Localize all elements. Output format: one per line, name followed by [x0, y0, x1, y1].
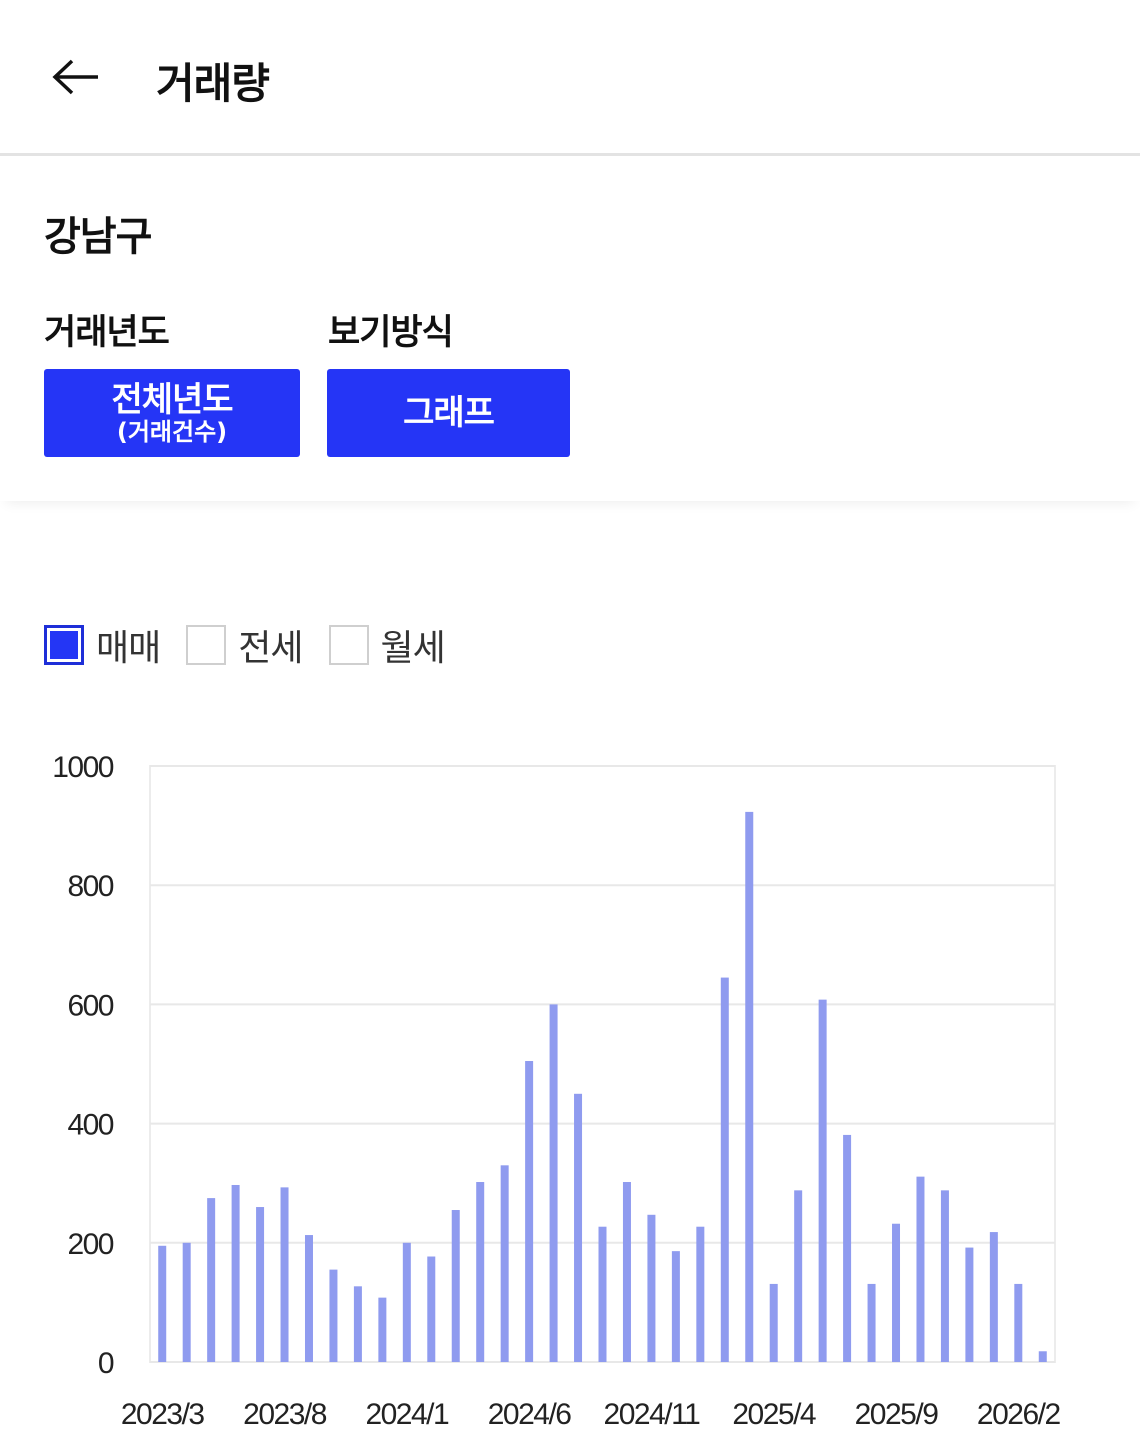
bar: [940, 1190, 949, 1362]
bar: [720, 977, 729, 1362]
bar: [231, 1184, 240, 1362]
bar: [500, 1165, 509, 1362]
legend-item-jeonse[interactable]: 전세: [186, 619, 304, 671]
y-tick-label: 1000: [52, 751, 114, 784]
bar: [892, 1223, 901, 1362]
y-tick-label: 600: [67, 989, 113, 1022]
bar-chart: 0 200 400 600 800 1000 2023/3 2023/8 2024/1 2024/…: [52, 751, 1062, 1431]
bar: [158, 1245, 167, 1362]
year-select-sub-text: (거래건수): [116, 418, 228, 446]
bar: [427, 1256, 436, 1362]
x-tick-label: 2026/2: [977, 1398, 1061, 1431]
bar: [598, 1226, 607, 1362]
bar: [451, 1210, 460, 1362]
legend-label-monthly-rent: 월세: [380, 628, 446, 669]
bar: [769, 1283, 778, 1362]
legend-label-jeonse: 전세: [238, 628, 303, 669]
bar: [353, 1286, 362, 1362]
y-tick-label: 400: [67, 1109, 113, 1142]
back-arrow-icon[interactable]: [50, 55, 102, 99]
x-tick-label: 2024/11: [604, 1398, 701, 1431]
bar: [280, 1187, 289, 1362]
bar: [329, 1269, 338, 1362]
bar: [207, 1198, 216, 1362]
bar: [182, 1242, 191, 1362]
bar: [402, 1242, 411, 1362]
bar: [1038, 1351, 1047, 1362]
x-tick-label: 2025/4: [732, 1398, 816, 1431]
y-tick-label: 0: [98, 1347, 114, 1380]
legend-label-sale: 매매: [96, 628, 161, 669]
checkbox-unchecked-icon[interactable]: [186, 625, 227, 665]
bar: [378, 1297, 387, 1362]
x-tick-label: 2024/1: [365, 1398, 449, 1431]
bar: [843, 1134, 852, 1362]
view-mode-text: 그래프: [403, 393, 495, 433]
bar: [549, 1004, 558, 1362]
view-mode-label: 보기방식: [328, 313, 454, 353]
x-tick-label: 2023/3: [121, 1398, 205, 1431]
bar: [256, 1207, 265, 1362]
bar: [818, 999, 827, 1362]
checkbox-unchecked-icon[interactable]: [328, 625, 369, 665]
legend-item-monthly-rent[interactable]: 월세: [328, 619, 446, 671]
bar: [304, 1235, 313, 1362]
x-tick-label: 2023/8: [243, 1398, 327, 1431]
bar: [1014, 1283, 1023, 1362]
bar: [574, 1093, 583, 1362]
view-mode-button[interactable]: 그래프: [327, 369, 570, 457]
year-select-main-text: 전체년도: [111, 380, 233, 420]
region-name: 강남구: [44, 214, 152, 260]
top-bar: 거래량: [0, 0, 1140, 156]
bar: [989, 1232, 998, 1362]
year-select-button[interactable]: 전체년도 (거래건수): [44, 369, 300, 457]
x-tick-label: 2025/9: [855, 1398, 939, 1431]
bar: [916, 1176, 925, 1362]
bar: [525, 1061, 534, 1362]
bar: [965, 1247, 974, 1362]
legend-item-sale[interactable]: 매매: [44, 619, 161, 671]
bar: [867, 1283, 876, 1362]
bar: [671, 1251, 680, 1362]
bar: [794, 1190, 803, 1362]
filter-panel: 강남구 거래년도 보기방식 전체년도 (거래건수) 그래프: [0, 159, 1140, 501]
chart-legend: 매매 전세 월세: [44, 619, 471, 671]
bar: [696, 1226, 705, 1362]
x-tick-label: 2024/6: [488, 1398, 572, 1431]
y-tick-label: 200: [67, 1228, 113, 1261]
y-tick-label: 800: [67, 870, 113, 903]
page-title: 거래량: [156, 59, 270, 108]
checkbox-checked-icon[interactable]: [44, 625, 84, 665]
bar: [745, 811, 754, 1362]
bar: [476, 1182, 485, 1362]
year-filter-label: 거래년도: [44, 313, 170, 353]
bar: [622, 1182, 631, 1362]
bar: [647, 1214, 656, 1362]
